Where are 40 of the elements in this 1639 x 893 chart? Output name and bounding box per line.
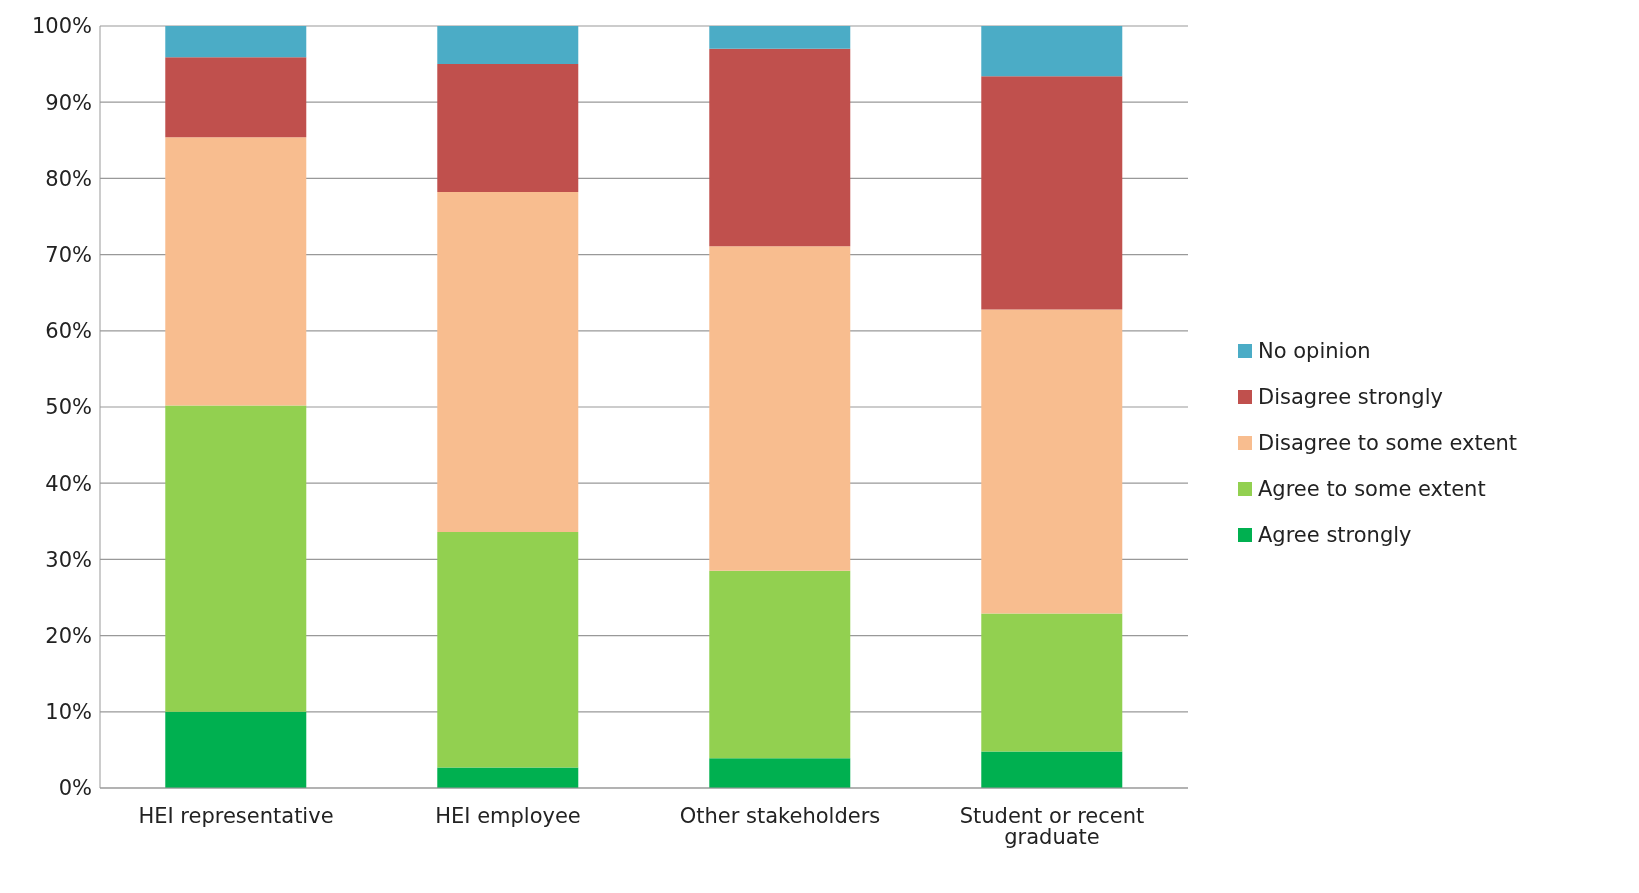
bar xyxy=(437,192,579,532)
y-tick-label: 50% xyxy=(45,395,92,420)
y-tick-label: 80% xyxy=(45,166,92,191)
bar xyxy=(981,309,1123,614)
bar xyxy=(437,767,579,788)
bar xyxy=(437,64,579,193)
bar xyxy=(709,570,851,759)
bar xyxy=(165,137,307,406)
bar xyxy=(981,751,1123,788)
bar xyxy=(981,26,1123,77)
bar xyxy=(437,531,579,768)
bar xyxy=(709,246,851,571)
legend-label: Disagree to some extent xyxy=(1258,431,1518,455)
legend-label: No opinion xyxy=(1258,339,1371,363)
y-tick-label: 0% xyxy=(58,776,92,801)
y-tick-label: 30% xyxy=(45,547,92,572)
y-tick-label: 100% xyxy=(31,14,92,39)
bar xyxy=(437,26,579,65)
bar xyxy=(981,613,1123,752)
bar xyxy=(709,26,851,49)
y-tick-label: 90% xyxy=(45,90,92,115)
x-tick-label: Student or recent graduate xyxy=(959,803,1145,849)
y-tick-label: 20% xyxy=(45,624,92,649)
x-tick-label: HEI representative xyxy=(138,803,334,828)
bar xyxy=(165,405,307,712)
bar xyxy=(981,76,1123,310)
y-tick-label: 60% xyxy=(45,319,92,344)
x-tick-label: Other stakeholders xyxy=(679,803,881,828)
bar xyxy=(165,57,307,138)
x-tick-label: HEI employee xyxy=(435,803,581,828)
bar xyxy=(165,26,307,58)
bar xyxy=(709,758,851,788)
y-tick-label: 10% xyxy=(45,700,92,725)
bar xyxy=(165,711,307,788)
legend-label: Agree to some extent xyxy=(1258,477,1486,501)
y-tick-label: 40% xyxy=(45,471,92,496)
legend-label: Agree strongly xyxy=(1258,523,1412,547)
y-tick-label: 70% xyxy=(45,243,92,268)
legend-label: Disagree strongly xyxy=(1258,385,1443,409)
bar xyxy=(709,48,851,247)
